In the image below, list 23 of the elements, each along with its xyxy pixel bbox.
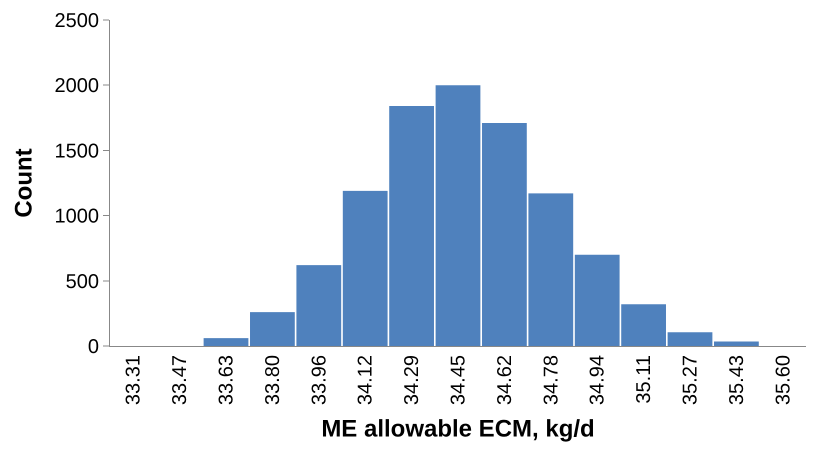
x-tick-label: 35.11 <box>633 355 656 404</box>
y-tick-label: 1000 <box>54 206 99 228</box>
x-tick-label: 33.96 <box>308 355 330 406</box>
x-tick-label: 34.94 <box>586 355 609 406</box>
y-tick-label: 2000 <box>54 75 99 98</box>
x-tick-label: 34.78 <box>540 355 562 406</box>
x-tick-label: 34.29 <box>401 355 424 406</box>
x-tick-label: 33.31 <box>122 355 145 406</box>
y-tick-label: 500 <box>66 270 99 293</box>
y-tick-label: 1500 <box>54 140 99 162</box>
x-tick-label: 35.27 <box>680 355 702 406</box>
x-tick-label: 35.60 <box>772 355 794 406</box>
x-tick-label: 33.63 <box>216 355 238 406</box>
y-tick-label: 2500 <box>54 10 99 32</box>
y-tick-label: 0 <box>88 336 99 358</box>
x-tick-label: 34.12 <box>354 355 377 406</box>
x-tick-label: 33.80 <box>262 355 284 406</box>
x-tick-label: 33.47 <box>169 355 192 406</box>
x-axis-title: ME allowable ECM, kg/d <box>321 415 595 442</box>
x-tick-label: 34.45 <box>448 355 470 406</box>
y-axis-title: Count <box>10 148 38 218</box>
x-tick-label: 34.62 <box>494 355 516 406</box>
x-tick-label: 35.43 <box>726 355 748 406</box>
